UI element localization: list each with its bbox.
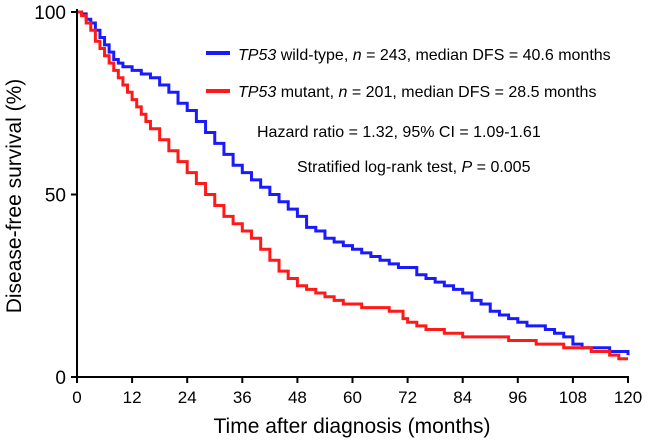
hazard-ratio-annotation: Hazard ratio = 1.32, 95% CI = 1.09-1.61 (257, 124, 541, 141)
y-axis-ticks: 0 50 100 (34, 3, 77, 389)
legend-label-wild-type: TP53 wild-type, n = 243, median DFS = 40… (238, 47, 611, 64)
x-tick-label: 48 (288, 388, 307, 407)
legend: TP53 wild-type, n = 243, median DFS = 40… (206, 47, 611, 101)
x-tick-label: 24 (178, 388, 197, 407)
series-line-mutant (77, 10, 628, 361)
series-layer (77, 10, 630, 361)
legend-label-mutant: TP53 mutant, n = 201, median DFS = 28.5 … (238, 84, 596, 101)
series-line-wild-type (77, 10, 630, 356)
x-tick-label: 72 (398, 388, 417, 407)
y-tick-label: 100 (34, 3, 66, 24)
x-axis-title: Time after diagnosis (months) (214, 415, 491, 438)
y-tick-label: 0 (55, 368, 66, 389)
x-tick-label: 84 (453, 388, 472, 407)
x-tick-label: 36 (233, 388, 252, 407)
y-tick-label: 50 (45, 186, 66, 207)
y-axis-title: Disease-free survival (%) (3, 79, 26, 314)
x-tick-label: 108 (559, 388, 587, 407)
x-tick-label: 0 (72, 388, 81, 407)
logrank-annotation: Stratified log-rank test, P = 0.005 (297, 159, 531, 176)
x-axis-ticks: 0 12 24 36 48 60 72 84 96 108 120 (72, 377, 642, 407)
x-tick-label: 60 (343, 388, 362, 407)
x-tick-label: 12 (123, 388, 142, 407)
x-tick-label: 96 (508, 388, 527, 407)
x-tick-label: 120 (614, 388, 642, 407)
